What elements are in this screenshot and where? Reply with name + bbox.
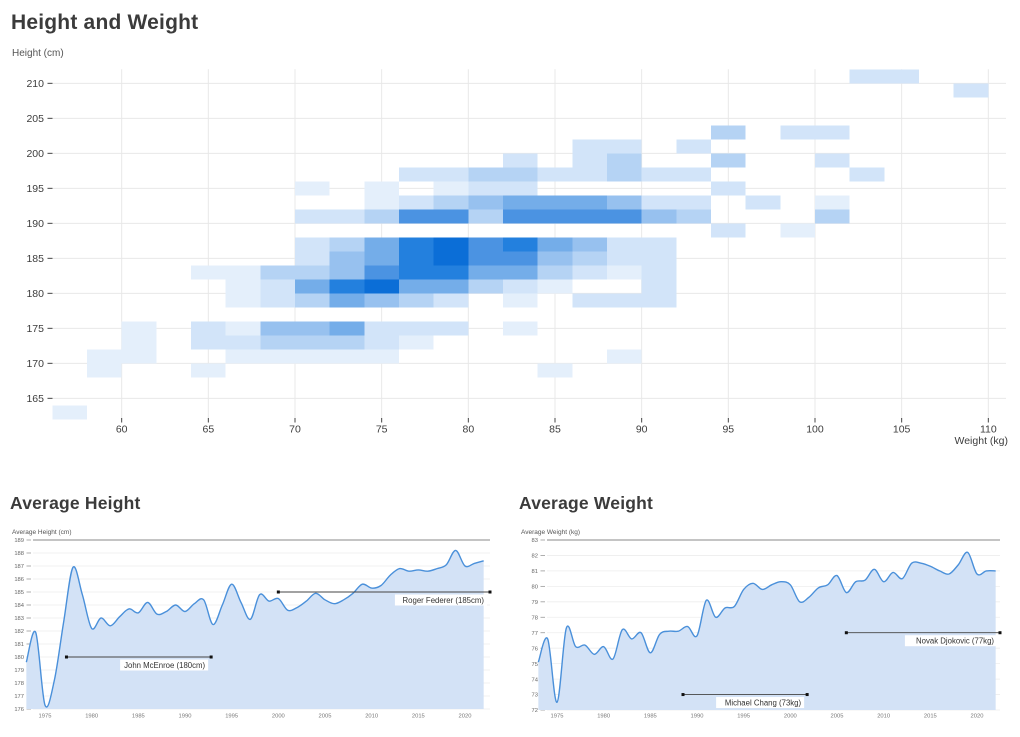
trend-line bbox=[25, 549, 484, 708]
svg-text:175: 175 bbox=[26, 323, 44, 335]
svg-text:2010: 2010 bbox=[877, 714, 890, 720]
svg-text:186: 186 bbox=[14, 577, 24, 583]
svg-text:76: 76 bbox=[532, 646, 538, 652]
annotation-novak-djokovic: Novak Djokovic (77kg) bbox=[844, 631, 1002, 647]
heatmap-x-axis: 60 65 70 75 80 85 90 95 100 105 110 bbox=[116, 418, 997, 436]
svg-text:210: 210 bbox=[26, 78, 44, 90]
svg-text:110: 110 bbox=[980, 424, 997, 436]
area-fill bbox=[26, 550, 484, 709]
svg-text:183: 183 bbox=[14, 616, 24, 622]
svg-text:177: 177 bbox=[14, 694, 24, 700]
svg-text:182: 182 bbox=[14, 629, 24, 635]
svg-text:83: 83 bbox=[532, 538, 538, 544]
svg-text:75: 75 bbox=[532, 662, 538, 668]
svg-text:65: 65 bbox=[202, 424, 214, 436]
svg-text:82: 82 bbox=[532, 554, 538, 560]
svg-text:105: 105 bbox=[893, 424, 911, 436]
svg-text:73: 73 bbox=[532, 693, 538, 699]
svg-text:100: 100 bbox=[806, 424, 824, 436]
svg-text:2015: 2015 bbox=[412, 714, 425, 720]
heatmap-x-axis-label: Weight (kg) bbox=[954, 435, 1009, 447]
svg-text:2015: 2015 bbox=[924, 714, 937, 720]
svg-text:188: 188 bbox=[14, 551, 24, 557]
annotation-john-mcenroe: John McEnroe (180cm) bbox=[64, 655, 213, 671]
avg-height-axis-label: Average Height (cm) bbox=[12, 529, 72, 536]
svg-text:79: 79 bbox=[532, 600, 538, 606]
svg-text:John McEnroe (180cm): John McEnroe (180cm) bbox=[124, 661, 205, 670]
annotation-roger-federer: Roger Federer (185cm) bbox=[276, 590, 492, 606]
svg-text:90: 90 bbox=[636, 424, 648, 436]
mini-charts-plot: 176 177 178 179 180 181 182 183 184 185 186 187 188 1… bbox=[14, 538, 1002, 720]
svg-text:2020: 2020 bbox=[971, 714, 984, 720]
avg-height-chart: 176 177 178 179 180 181 182 183 184 185 186 187 188 1… bbox=[14, 538, 492, 720]
svg-text:184: 184 bbox=[14, 603, 24, 609]
svg-text:2005: 2005 bbox=[319, 714, 332, 720]
svg-text:190: 190 bbox=[26, 218, 44, 230]
svg-text:78: 78 bbox=[532, 615, 538, 621]
svg-text:195: 195 bbox=[26, 183, 44, 195]
heatmap-y-axis: 165 170 175 180 185 190 195 200 205 210 bbox=[26, 78, 53, 405]
svg-text:2020: 2020 bbox=[459, 714, 472, 720]
svg-text:165: 165 bbox=[26, 393, 44, 405]
heatmap-y-axis-label: Height (cm) bbox=[12, 48, 64, 59]
svg-text:2000: 2000 bbox=[784, 714, 797, 720]
trend-line bbox=[537, 551, 996, 703]
svg-text:1985: 1985 bbox=[644, 714, 657, 720]
svg-text:185: 185 bbox=[14, 590, 24, 596]
svg-text:2000: 2000 bbox=[272, 714, 285, 720]
svg-text:200: 200 bbox=[26, 148, 44, 160]
svg-text:80: 80 bbox=[462, 424, 474, 436]
svg-text:95: 95 bbox=[722, 424, 734, 436]
svg-text:80: 80 bbox=[532, 585, 538, 591]
svg-text:1975: 1975 bbox=[39, 714, 52, 720]
svg-text:1980: 1980 bbox=[85, 714, 98, 720]
svg-text:Novak Djokovic (77kg): Novak Djokovic (77kg) bbox=[916, 637, 994, 646]
heatmap-title: Height and Weight bbox=[11, 11, 199, 34]
svg-text:1990: 1990 bbox=[691, 714, 704, 720]
svg-text:1980: 1980 bbox=[597, 714, 610, 720]
svg-text:181: 181 bbox=[14, 642, 24, 648]
svg-text:185: 185 bbox=[26, 253, 44, 265]
svg-text:1975: 1975 bbox=[551, 714, 564, 720]
svg-text:170: 170 bbox=[26, 358, 44, 370]
svg-text:180: 180 bbox=[14, 655, 24, 661]
svg-text:180: 180 bbox=[26, 288, 44, 300]
svg-text:72: 72 bbox=[532, 708, 538, 714]
svg-text:205: 205 bbox=[26, 113, 44, 125]
avg-weight-title: Average Weight bbox=[519, 493, 654, 513]
svg-text:179: 179 bbox=[14, 668, 24, 674]
svg-text:77: 77 bbox=[532, 631, 538, 637]
svg-text:176: 176 bbox=[14, 707, 24, 713]
svg-text:1995: 1995 bbox=[737, 714, 750, 720]
svg-text:Michael Chang (73kg): Michael Chang (73kg) bbox=[725, 699, 802, 708]
svg-text:178: 178 bbox=[14, 681, 24, 687]
heatmap-cells bbox=[52, 69, 989, 420]
svg-text:1985: 1985 bbox=[132, 714, 145, 720]
svg-text:74: 74 bbox=[532, 677, 539, 683]
svg-text:2010: 2010 bbox=[365, 714, 378, 720]
svg-text:70: 70 bbox=[289, 424, 301, 436]
svg-text:85: 85 bbox=[549, 424, 561, 436]
svg-text:Roger Federer (185cm): Roger Federer (185cm) bbox=[403, 596, 485, 605]
svg-text:189: 189 bbox=[14, 538, 24, 544]
avg-weight-axis-label: Average Weight (kg) bbox=[521, 529, 581, 536]
svg-text:60: 60 bbox=[116, 424, 128, 436]
heatmap-plot: 165 170 175 180 185 190 195 200 205 210 60 65 70 75 80… bbox=[26, 69, 1006, 436]
svg-text:2005: 2005 bbox=[831, 714, 844, 720]
svg-text:81: 81 bbox=[532, 569, 538, 575]
svg-text:187: 187 bbox=[14, 564, 24, 570]
area-fill bbox=[538, 552, 996, 710]
avg-height-title: Average Height bbox=[10, 493, 141, 513]
svg-text:1990: 1990 bbox=[179, 714, 192, 720]
annotation-michael-chang: Michael Chang (73kg) bbox=[681, 693, 809, 709]
svg-text:1995: 1995 bbox=[225, 714, 238, 720]
avg-weight-chart: 72 73 74 75 76 77 78 79 80 81 82 83 1975 1980 1985 1990… bbox=[532, 538, 1002, 720]
svg-text:75: 75 bbox=[376, 424, 388, 436]
